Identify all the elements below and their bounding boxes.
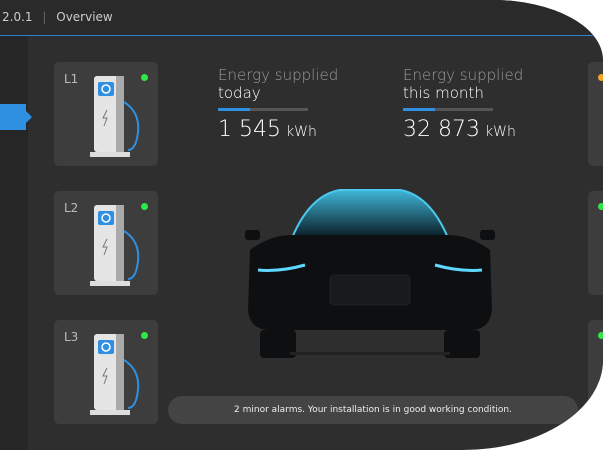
sidebar: [0, 36, 28, 450]
nav-tab[interactable]: [0, 104, 26, 130]
charger-card[interactable]: L2: [54, 191, 158, 295]
energy-bar: [218, 108, 308, 111]
charger-card[interactable]: [588, 320, 603, 424]
energy-label: Energy supplied: [403, 66, 523, 84]
screen: 2.0.1 | Overview L1L2L3 Energy suppliedt…: [0, 0, 603, 450]
page-title: Overview: [56, 10, 113, 24]
energy-bar-fill: [403, 108, 435, 111]
charger-icon: [88, 72, 144, 158]
charger-card[interactable]: [588, 62, 603, 166]
charger-card[interactable]: [588, 191, 603, 295]
energy-unit: kWh: [286, 124, 317, 140]
energy-period: today: [218, 84, 338, 102]
charger-icon: [88, 201, 144, 287]
car-image: [230, 180, 510, 370]
energy-value-row: 32 873 kWh: [403, 117, 523, 142]
energy-bar-fill: [218, 108, 250, 111]
top-bar: 2.0.1 | Overview: [0, 0, 603, 36]
charger-card[interactable]: L3: [54, 320, 158, 424]
energy-value: 32 873: [403, 117, 480, 142]
charger-label: L3: [64, 330, 78, 344]
energy-value-row: 1 545 kWh: [218, 117, 338, 142]
energy-label: Energy supplied: [218, 66, 338, 84]
version: 2.0.1: [2, 10, 33, 24]
energy-bar: [403, 108, 493, 111]
energy-unit: kWh: [485, 124, 516, 140]
energy-value: 1 545: [218, 117, 281, 142]
charger-card[interactable]: L1: [54, 62, 158, 166]
charger-icon: [88, 330, 144, 416]
status-bar: 2 minor alarms. Your installation is in …: [168, 396, 578, 424]
charger-label: L2: [64, 201, 78, 215]
charger-label: L1: [64, 72, 78, 86]
page: 2.0.1 | Overview L1L2L3 Energy suppliedt…: [0, 0, 603, 450]
energy-period: this month: [403, 84, 523, 102]
